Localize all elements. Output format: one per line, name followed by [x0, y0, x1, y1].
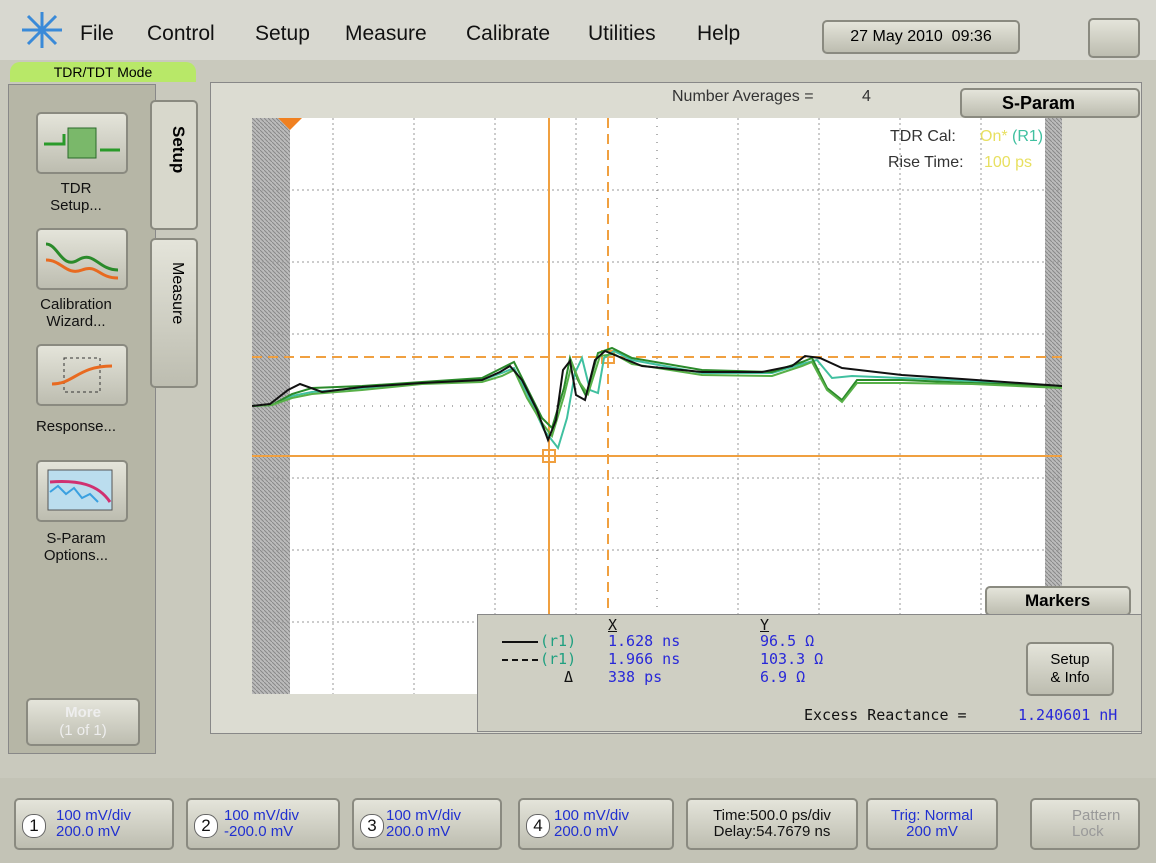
menu-setup[interactable]: Setup — [255, 22, 310, 45]
ref: (r1) — [540, 650, 577, 668]
timebase[interactable]: Time:500.0 ps/div Delay:54.7679 ns — [686, 798, 858, 850]
line: & Info — [1050, 669, 1090, 686]
trig-level: 200 mV — [906, 823, 958, 840]
menu-file[interactable]: File — [80, 22, 114, 45]
excess-value: 1.240601 nH — [1018, 706, 1118, 724]
scale: 100 mV/div — [56, 807, 132, 824]
channel-number: 3 — [360, 814, 384, 838]
tdr-setup-label: TDR Setup... — [8, 180, 144, 214]
line: Setup... — [50, 197, 102, 214]
x-value: 338 ps — [608, 668, 663, 686]
sidebar — [8, 84, 156, 754]
menu-calibrate[interactable]: Calibrate — [466, 22, 551, 45]
offset: 200.0 mV — [386, 823, 451, 840]
graticule — [252, 118, 1062, 694]
tab-setup[interactable]: Setup — [150, 100, 198, 230]
line: Setup — [1050, 651, 1090, 668]
calibration-label: Calibration Wizard... — [8, 296, 144, 330]
menu-utilities[interactable]: Utilities — [588, 22, 656, 45]
sparam-label: S-Param Options... — [8, 530, 144, 564]
delay: Delay:54.7679 ns — [713, 823, 831, 840]
line: TDR — [60, 180, 92, 197]
pattern-lock[interactable]: Pattern Lock — [1030, 798, 1140, 850]
sparam-icon[interactable] — [36, 460, 128, 522]
icon — [45, 242, 119, 280]
datetime: 27 May 2010 09:36 — [822, 20, 1020, 54]
markers-tab[interactable]: Markers — [985, 586, 1131, 616]
scale: 100 mV/div — [554, 807, 630, 824]
channel-number: 4 — [526, 814, 550, 838]
averages-label: Number Averages = — [672, 88, 814, 105]
response-icon[interactable] — [36, 344, 128, 406]
logo — [22, 12, 62, 48]
scale: 100 mV/div — [386, 807, 462, 824]
minimize-button[interactable] — [1088, 18, 1140, 58]
y-value: 96.5 Ω — [760, 632, 815, 650]
setup-info-button[interactable]: Setup & Info — [1026, 642, 1114, 696]
line: Pattern — [1072, 807, 1121, 824]
offset: 200.0 mV — [554, 823, 619, 840]
scale: 100 mV/div — [224, 807, 300, 824]
trigger[interactable]: Trig: Normal 200 mV — [866, 798, 998, 850]
solid-symbol — [502, 641, 538, 643]
line: S-Param — [46, 530, 106, 547]
tab-measure[interactable]: Measure — [150, 238, 198, 388]
offset: -200.0 mV — [224, 823, 294, 840]
trigger-marker — [278, 118, 302, 130]
markers-lines — [252, 118, 1062, 694]
tab-setup-label: Setup — [169, 126, 188, 174]
icon — [44, 127, 120, 159]
averages: 4 — [862, 88, 871, 105]
channel-1[interactable]: 1 100 mV/div 200.0 mV — [14, 798, 174, 850]
menu-control[interactable]: Control — [147, 22, 215, 45]
channel-number: 1 — [22, 814, 46, 838]
menu-help[interactable]: Help — [697, 22, 741, 45]
y-header: Y — [760, 616, 770, 634]
calibration-icon[interactable] — [36, 228, 128, 290]
channel-2[interactable]: 2 100 mV/div -200.0 mV — [186, 798, 340, 850]
delta: Δ — [564, 668, 574, 686]
tdr-cal-ref: (R1) — [1012, 128, 1044, 145]
ref: (r1) — [540, 632, 577, 650]
y-value: 6.9 Ω — [760, 668, 806, 686]
icon — [47, 469, 113, 511]
line: Calibration — [40, 296, 112, 313]
line: Wizard... — [46, 313, 106, 330]
excess-label: Excess Reactance = — [804, 706, 967, 724]
icon — [51, 357, 113, 393]
more-button[interactable]: More (1 of 1) — [26, 698, 140, 746]
more: More — [65, 704, 101, 721]
line: Response... — [35, 418, 117, 435]
waveforms — [252, 346, 1062, 451]
menu-measure[interactable]: Measure — [345, 22, 427, 45]
time: Time:500.0 ps/div — [713, 807, 831, 824]
sparam-button[interactable]: S-Param — [960, 88, 1140, 118]
rise-time-label: Rise Time: — [888, 154, 964, 171]
channel-3[interactable]: 3 100 mV/div 200.0 mV — [352, 798, 502, 850]
tdr-setup-icon[interactable] — [36, 112, 128, 174]
tdr-cal-label: TDR Cal: — [890, 128, 956, 145]
response-label: Response... — [8, 418, 144, 435]
center-axes — [252, 118, 1062, 694]
tab-measure-label: Measure — [169, 262, 186, 325]
trig-mode: Trig: Normal — [891, 807, 973, 824]
x-value: 1.966 ns — [608, 650, 681, 668]
offset: 200.0 mV — [56, 823, 121, 840]
dashed-symbol — [502, 659, 538, 661]
line: Options... — [43, 547, 109, 564]
x-header: X — [608, 616, 618, 634]
tdr-cal: On* — [980, 128, 1008, 145]
x-value: 1.628 ns — [608, 632, 681, 650]
rise-time: 100 ps — [984, 154, 1033, 171]
mode-tab[interactable]: TDR/TDT Mode — [10, 62, 196, 82]
y-value: 103.3 Ω — [760, 650, 824, 668]
channel-4[interactable]: 4 100 mV/div 200.0 mV — [518, 798, 674, 850]
more-page: (1 of 1) — [59, 722, 107, 739]
channel-number: 2 — [194, 814, 218, 838]
line: Lock — [1072, 823, 1104, 840]
